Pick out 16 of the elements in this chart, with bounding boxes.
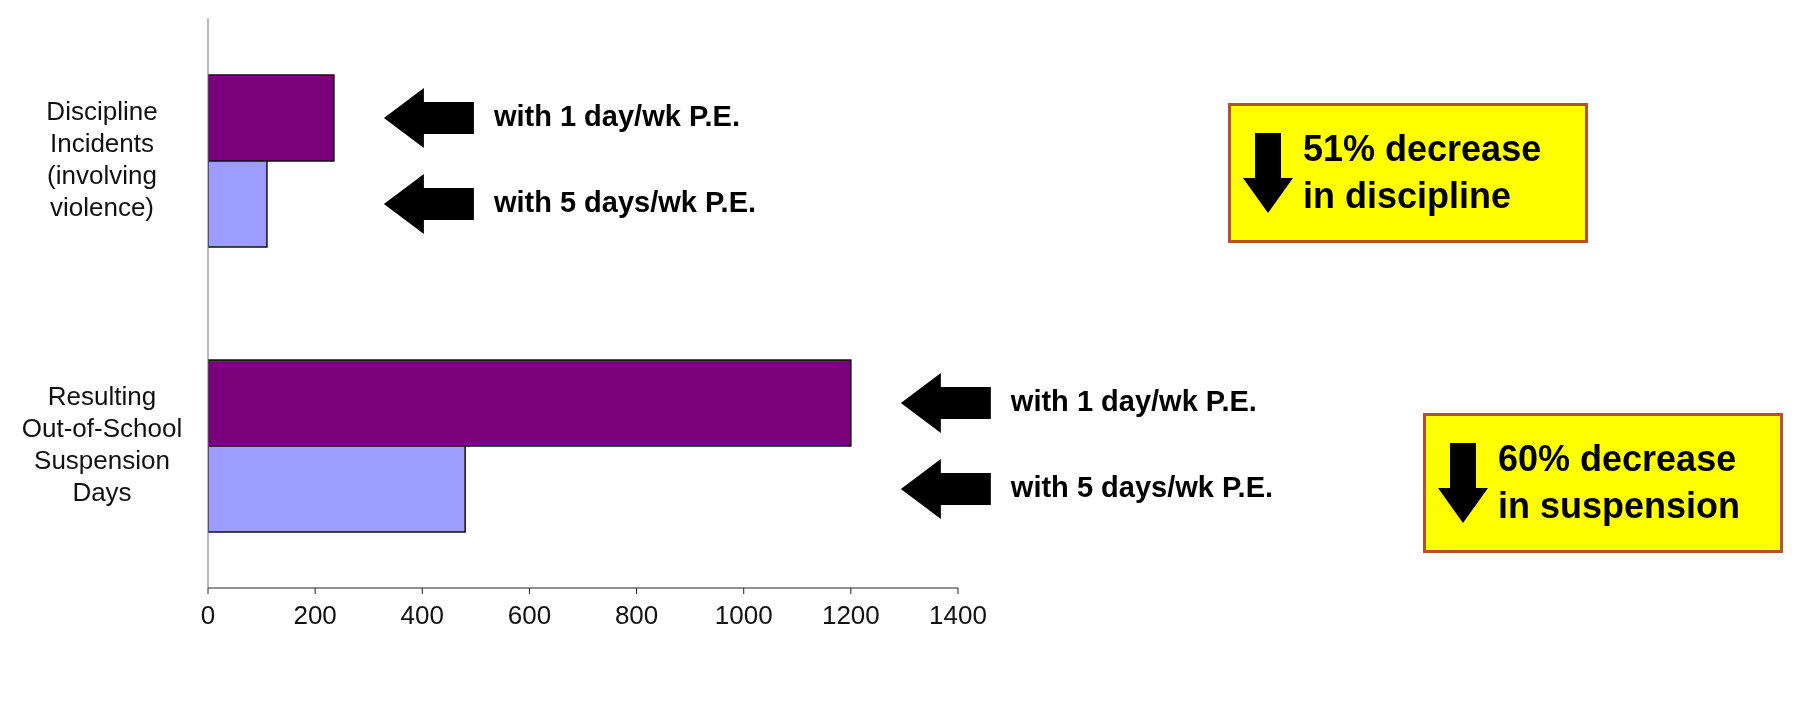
- x-tick-label: 0: [200, 600, 216, 631]
- text: with 1 day/wk P.E.: [492, 99, 740, 132]
- x-tick-label: 600: [507, 600, 552, 631]
- x-tick-label: 400: [400, 600, 444, 631]
- x-tick-label: 200: [293, 600, 337, 631]
- x-tick-label: 1000: [714, 600, 773, 631]
- x-tick-label: 1400: [929, 600, 987, 631]
- text: with 1 day/wk P.E.: [1010, 384, 1257, 417]
- text: 51% decrease in discipline: [1303, 127, 1543, 218]
- text: with 5 days/wk P.E.: [1010, 470, 1274, 503]
- text: 60% decrease in suspension: [1498, 437, 1742, 528]
- y-tick-label: Discipline Incidents (involving violence): [46, 95, 158, 222]
- y-tick-label: Resulting Out-of-School Suspension Days: [21, 380, 183, 507]
- x-tick-label: 800: [614, 600, 659, 631]
- text: with 5 days/wk P.E.: [492, 185, 757, 218]
- x-tick-label: 1200: [821, 600, 880, 631]
